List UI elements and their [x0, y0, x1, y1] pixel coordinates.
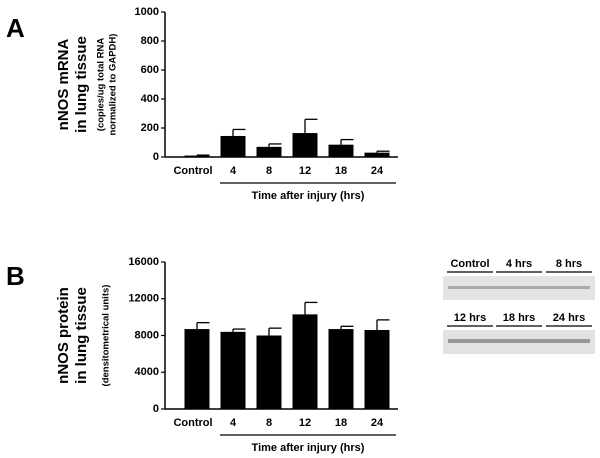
bar — [256, 335, 282, 409]
panel-label: B — [6, 261, 25, 291]
x-axis-label: Time after injury (hrs) — [252, 442, 365, 454]
bar — [328, 329, 354, 409]
y-tick-label: 0 — [153, 151, 159, 163]
blot-band — [448, 339, 590, 343]
x-tick-label: 24 — [371, 165, 384, 177]
error-bar — [340, 138, 354, 145]
x-tick-label: 8 — [266, 417, 272, 429]
x-axis-label: Time after injury (hrs) — [252, 190, 365, 202]
bar — [220, 135, 246, 157]
y-tick-label: 800 — [141, 35, 159, 47]
blot-label: 8 hrs — [556, 258, 582, 270]
error-bar — [340, 325, 354, 330]
y-tick-label: 600 — [141, 64, 159, 76]
blot-band — [448, 286, 590, 289]
x-tick-label: 4 — [230, 417, 237, 429]
y-tick-label: 4000 — [135, 366, 159, 378]
y-axis-sublabel: (copies/ug total RNA — [96, 38, 107, 132]
bar — [292, 133, 318, 157]
bar — [364, 152, 390, 157]
error-bar — [196, 321, 210, 330]
bar — [292, 314, 318, 409]
blot-label: Control — [450, 258, 489, 270]
x-tick-label: 8 — [266, 165, 272, 177]
error-bar — [268, 327, 282, 336]
y-axis-sublabel: (densitometrical units) — [101, 285, 112, 387]
blot-images — [443, 276, 595, 354]
blot-label: 18 hrs — [503, 312, 535, 324]
blot-label: 4 hrs — [506, 258, 532, 270]
x-tick-label: 12 — [299, 165, 311, 177]
blot-label: 12 hrs — [454, 312, 486, 324]
error-bar — [268, 143, 282, 147]
y-tick-label: 1000 — [135, 6, 159, 18]
error-bar — [376, 319, 390, 330]
y-axis-label: in lung tissue — [73, 287, 90, 384]
x-tick-label: 18 — [335, 417, 347, 429]
x-tick-label: 12 — [299, 417, 311, 429]
y-axis-sublabel: normalized to GAPDH) — [108, 34, 119, 136]
blot-label: 24 hrs — [553, 312, 585, 324]
y-axis-label: nNOS protein — [55, 287, 72, 384]
y-axis-label: in lung tissue — [73, 36, 90, 133]
y-axis-label: nNOS mRNA — [55, 38, 72, 130]
bar — [364, 329, 390, 409]
x-tick-label: 18 — [335, 165, 347, 177]
x-tick-label: 24 — [371, 417, 384, 429]
y-tick-label: 8000 — [135, 329, 159, 341]
bar — [220, 331, 246, 409]
y-tick-label: 200 — [141, 122, 159, 134]
bar — [328, 144, 354, 157]
bar — [184, 155, 210, 157]
panel-label: A — [6, 13, 25, 43]
x-tick-label: Control — [173, 417, 212, 429]
y-tick-label: 0 — [153, 403, 159, 415]
x-tick-label: 4 — [230, 165, 237, 177]
x-tick-label: Control — [173, 165, 212, 177]
error-bar — [376, 150, 390, 153]
error-bar — [304, 301, 318, 315]
y-tick-label: 12000 — [128, 293, 159, 305]
bar — [184, 329, 210, 409]
y-tick-label: 400 — [141, 93, 159, 105]
bar — [256, 146, 282, 157]
error-bar — [304, 118, 318, 134]
error-bar — [232, 128, 246, 136]
error-bar — [232, 328, 246, 332]
y-tick-label: 16000 — [128, 256, 159, 268]
